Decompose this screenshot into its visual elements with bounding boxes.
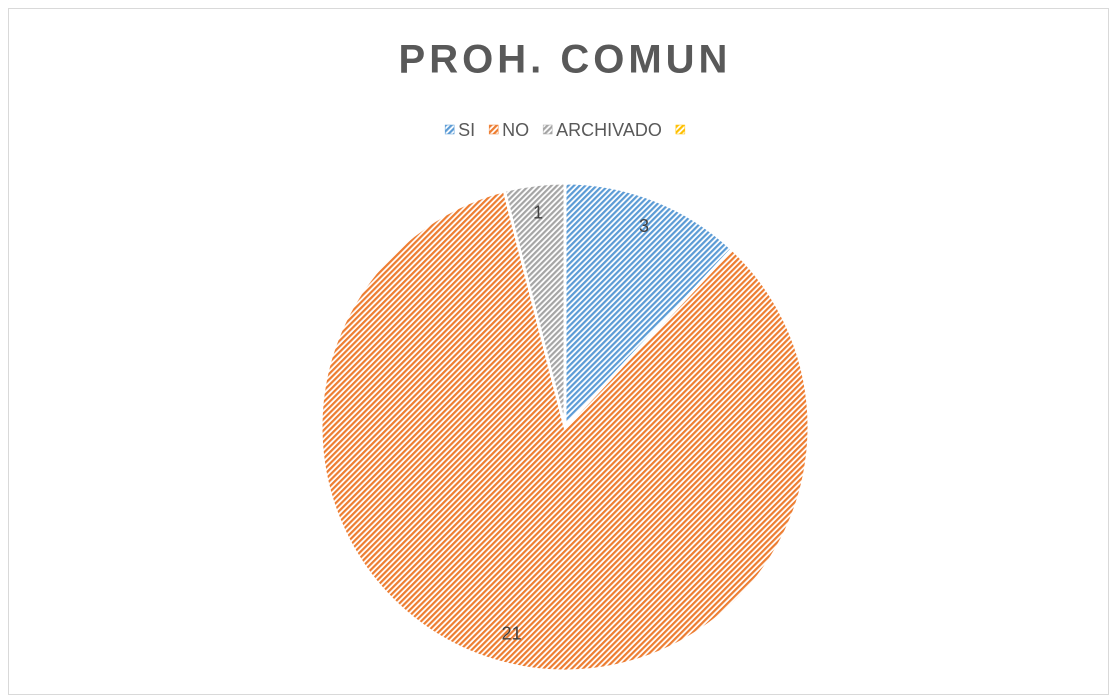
legend-marker (488, 124, 499, 135)
legend-marker (542, 124, 553, 135)
legend: SI NO ARCHIVADO (444, 120, 686, 140)
legend-marker (675, 124, 686, 135)
data-label: 1 (533, 203, 543, 223)
legend-label: NO (502, 120, 529, 140)
pie-slice (319, 188, 811, 673)
chart-title: PROH. COMUN (399, 38, 732, 82)
legend-marker (444, 124, 455, 135)
legend-label: SI (458, 120, 475, 140)
data-label: 3 (639, 216, 649, 236)
pie-slice (563, 181, 735, 431)
legend-label: ARCHIVADO (556, 120, 662, 140)
pie-slice (502, 181, 567, 428)
data-label: 21 (502, 624, 522, 644)
